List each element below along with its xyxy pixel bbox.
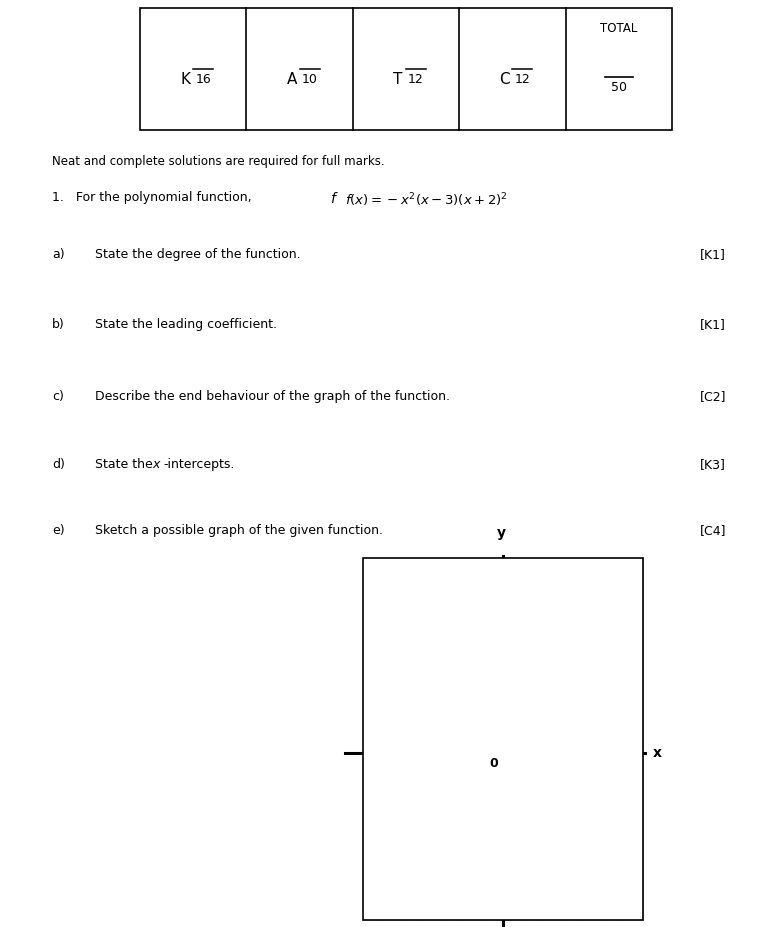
Text: $\boldsymbol{\mathit{f}}$: $\boldsymbol{\mathit{f}}$: [330, 191, 338, 206]
Text: 12: 12: [408, 72, 424, 85]
Text: x: x: [653, 746, 662, 760]
Text: C: C: [499, 71, 510, 86]
Text: Neat and complete solutions are required for full marks.: Neat and complete solutions are required…: [52, 155, 384, 168]
Text: T: T: [394, 71, 403, 86]
Text: c): c): [52, 390, 64, 403]
Text: d): d): [52, 458, 65, 471]
Text: 16: 16: [195, 72, 211, 85]
Bar: [140, 8, 672, 130]
Text: 12: 12: [514, 72, 531, 85]
Text: State the: State the: [95, 458, 156, 471]
Text: 1.   For the polynomial function,: 1. For the polynomial function,: [52, 191, 251, 204]
Text: TOTAL: TOTAL: [600, 22, 637, 35]
Bar: [363, 558, 643, 920]
Text: $x$: $x$: [152, 458, 162, 471]
Text: e): e): [52, 524, 65, 537]
Text: [C2]: [C2]: [699, 390, 726, 403]
Text: State the leading coefficient.: State the leading coefficient.: [95, 318, 277, 331]
Text: Describe the end behaviour of the graph of the function.: Describe the end behaviour of the graph …: [95, 390, 450, 403]
Text: A: A: [286, 71, 296, 86]
Text: 50: 50: [611, 81, 627, 94]
Text: K: K: [180, 71, 190, 86]
Text: b): b): [52, 318, 65, 331]
Text: y: y: [496, 526, 506, 540]
Text: a): a): [52, 248, 65, 261]
Text: [K3]: [K3]: [700, 458, 726, 471]
Text: 10: 10: [302, 72, 317, 85]
Text: -intercepts.: -intercepts.: [163, 458, 234, 471]
Text: State the degree of the function.: State the degree of the function.: [95, 248, 300, 261]
Text: [K1]: [K1]: [700, 248, 726, 261]
Text: $f(x)=-x^{2}(x-3)(x+2)^{2}$: $f(x)=-x^{2}(x-3)(x+2)^{2}$: [345, 191, 508, 209]
Text: 0: 0: [489, 757, 498, 770]
Text: [K1]: [K1]: [700, 318, 726, 331]
Text: Sketch a possible graph of the given function.: Sketch a possible graph of the given fun…: [95, 524, 383, 537]
Text: [C4]: [C4]: [699, 524, 726, 537]
